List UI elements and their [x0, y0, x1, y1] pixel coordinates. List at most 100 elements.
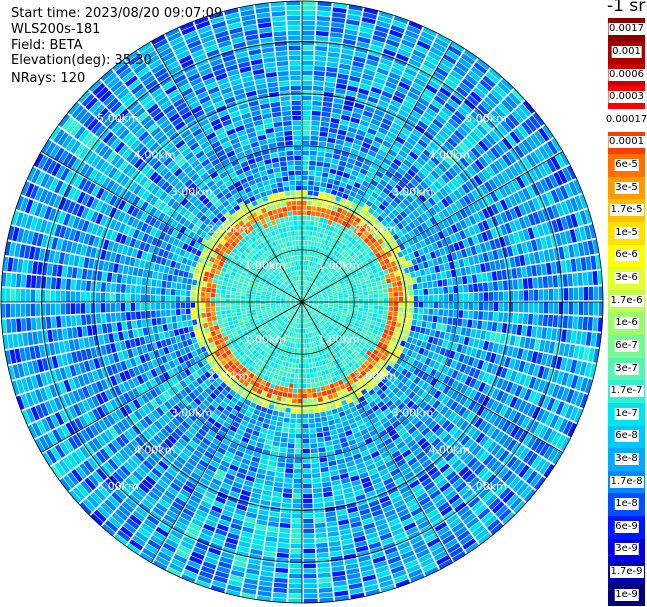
beta-cell: [368, 327, 374, 333]
beta-cell: [380, 404, 388, 412]
beta-cell: [302, 324, 304, 329]
beta-cell: [570, 375, 579, 389]
beta-cell: [429, 368, 437, 377]
beta-cell: [327, 320, 332, 325]
beta-cell: [505, 151, 517, 164]
beta-cell: [179, 451, 190, 461]
beta-cell: [129, 514, 143, 526]
beta-cell: [315, 335, 319, 341]
beta-cell: [479, 79, 493, 92]
beta-cell: [500, 120, 512, 133]
beta-cell: [476, 198, 486, 210]
beta-cell: [363, 291, 368, 296]
beta-cell: [335, 88, 346, 95]
beta-cell: [115, 509, 128, 521]
beta-cell: [543, 249, 551, 262]
beta-cell: [326, 373, 332, 380]
beta-cell: [353, 299, 359, 302]
beta-cell: [523, 450, 534, 464]
beta-cell: [75, 448, 86, 462]
beta-cell: [263, 418, 271, 425]
beta-cell: [319, 327, 324, 333]
beta-cell: [545, 412, 555, 426]
beta-cell: [490, 428, 501, 440]
beta-cell: [330, 323, 336, 328]
beta-cell: [281, 334, 286, 339]
beta-cell: [133, 410, 143, 421]
beta-cell: [328, 293, 333, 297]
beta-cell: [292, 508, 302, 514]
beta-cell: [310, 438, 317, 444]
beta-cell: [414, 124, 426, 134]
beta-cell: [359, 26, 374, 34]
beta-cell: [468, 310, 474, 319]
beta-cell: [354, 265, 360, 271]
beta-cell: [323, 324, 328, 329]
beta-cell: [302, 160, 309, 166]
beta-cell: [294, 468, 302, 474]
beta-cell: [378, 100, 389, 108]
beta-cell: [266, 354, 271, 360]
beta-cell: [368, 389, 376, 396]
beta-cell: [380, 122, 391, 131]
beta-cell: [308, 408, 314, 414]
beta-cell: [330, 429, 338, 436]
beta-cell: [326, 389, 332, 395]
beta-cell: [453, 310, 459, 318]
beta-cell: [328, 42, 342, 48]
beta-cell: [128, 494, 141, 506]
beta-cell: [438, 309, 444, 316]
beta-cell: [366, 331, 372, 337]
beta-cell: [559, 151, 570, 166]
beta-cell: [363, 273, 369, 278]
beta-cell: [362, 416, 371, 424]
beta-cell: [434, 521, 448, 532]
beta-cell: [505, 167, 515, 180]
beta-cell: [303, 593, 318, 599]
beta-cell: [485, 193, 495, 205]
beta-cell: [363, 404, 371, 412]
beta-cell: [477, 507, 491, 520]
beta-cell: [131, 454, 142, 466]
beta-cell: [62, 457, 74, 471]
beta-cell: [303, 498, 313, 504]
beta-cell: [212, 580, 227, 589]
beta-cell: [279, 349, 284, 355]
beta-cell: [274, 572, 288, 578]
beta-cell: [584, 362, 592, 377]
beta-cell: [304, 308, 307, 313]
beta-cell: [343, 294, 349, 298]
beta-cell: [534, 148, 545, 162]
beta-cell: [268, 404, 275, 410]
beta-cell: [329, 383, 335, 389]
beta-cell: [560, 260, 567, 273]
beta-cell: [325, 314, 330, 318]
beta-cell: [356, 353, 363, 360]
beta-cell: [490, 400, 500, 412]
beta-cell: [417, 437, 427, 447]
beta-cell: [395, 53, 409, 62]
beta-cell: [403, 267, 410, 274]
beta-cell: [446, 226, 454, 236]
beta-cell: [86, 384, 95, 397]
beta-cell: [158, 498, 171, 509]
beta-cell: [574, 195, 584, 211]
beta-cell: [250, 333, 256, 339]
beta-cell: [201, 455, 211, 464]
beta-cell: [370, 472, 380, 481]
beta-cell: [441, 255, 448, 264]
beta-cell: [276, 348, 281, 354]
beta-cell: [143, 519, 157, 530]
beta-cell: [379, 579, 394, 588]
beta-cell: [313, 286, 317, 290]
beta-cell: [50, 447, 62, 461]
beta-cell: [308, 418, 315, 424]
beta-cell: [451, 213, 459, 223]
beta-cell: [432, 42, 447, 53]
beta-cell: [311, 206, 317, 211]
beta-cell: [331, 189, 338, 196]
beta-cell: [342, 266, 348, 272]
beta-cell: [331, 434, 339, 441]
beta-cell: [342, 340, 348, 346]
beta-cell: [336, 134, 346, 141]
